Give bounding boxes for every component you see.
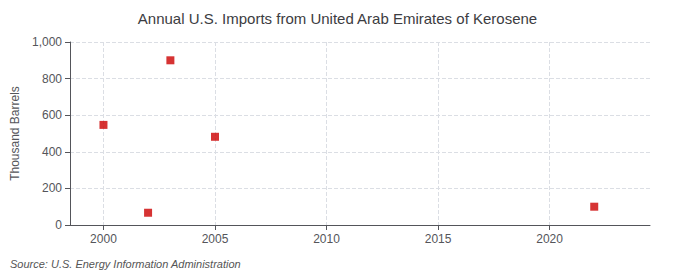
svg-text:Source: U.S. Energy Informatio: Source: U.S. Energy Information Administ… (10, 258, 241, 270)
svg-text:200: 200 (42, 181, 62, 195)
svg-text:400: 400 (42, 145, 62, 159)
svg-text:0: 0 (55, 218, 62, 232)
svg-text:1,000: 1,000 (32, 35, 62, 49)
svg-text:600: 600 (42, 108, 62, 122)
svg-text:Thousand Barrels: Thousand Barrels (8, 86, 22, 181)
svg-text:2005: 2005 (202, 232, 229, 246)
svg-text:2020: 2020 (536, 232, 563, 246)
svg-text:800: 800 (42, 72, 62, 86)
svg-text:2015: 2015 (425, 232, 452, 246)
svg-text:2000: 2000 (90, 232, 117, 246)
svg-text:Annual U.S. Imports from Unite: Annual U.S. Imports from United Arab Emi… (138, 10, 537, 27)
svg-text:2010: 2010 (313, 232, 340, 246)
